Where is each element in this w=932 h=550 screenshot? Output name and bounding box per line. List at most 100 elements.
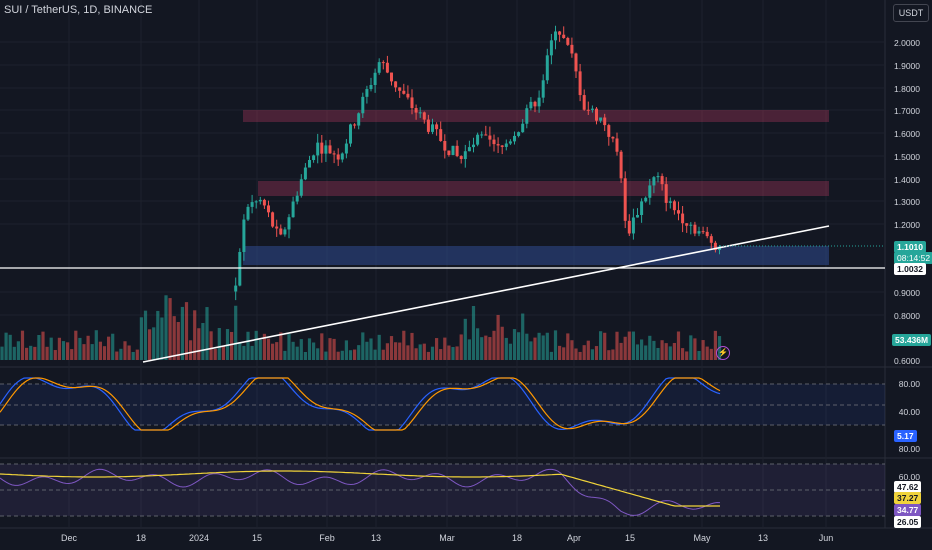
volume-bar (373, 349, 377, 360)
price-axis-label: 0.6000 (894, 356, 920, 366)
volume-bar (143, 310, 148, 360)
candle-body (455, 145, 459, 157)
time-axis-label: May (693, 533, 711, 543)
volume-bar (693, 338, 697, 360)
candle-body (607, 125, 611, 137)
volume-bar (180, 306, 184, 360)
volume-bar (410, 332, 414, 360)
volume-bar (525, 333, 529, 360)
price-axis-label: 1.8000 (894, 84, 920, 94)
candle-body (500, 145, 504, 147)
volume-bar (111, 333, 115, 360)
candle-body (381, 62, 385, 64)
rsi-axis-label: 80.00 (898, 444, 920, 454)
candle-body (603, 117, 607, 126)
candle-body (418, 112, 422, 114)
volume-bar (217, 328, 221, 360)
symbol-title[interactable]: SUI / TetherUS, 1D, BINANCE (4, 4, 153, 16)
volume-bar (607, 350, 611, 360)
volume-bar (635, 344, 640, 360)
volume-bar (398, 342, 402, 360)
volume-bar (471, 305, 476, 360)
resistance-zone (258, 181, 829, 196)
candle-body (619, 151, 623, 179)
volume-bar (430, 346, 435, 360)
stoch-d-line (0, 377, 721, 431)
stoch-axis-label: 40.00 (898, 407, 920, 417)
time-axis-label: Apr (566, 533, 582, 543)
volume-bar (41, 331, 45, 360)
candle-body (545, 55, 549, 81)
volume-bar (668, 346, 672, 360)
candle-body (234, 285, 238, 292)
time-axis-label: 18 (511, 533, 523, 543)
currency-button[interactable]: USDT (893, 4, 929, 22)
volume-bar (484, 335, 488, 360)
volume-bar (307, 338, 312, 360)
time-axis-label: 2024 (188, 533, 210, 543)
candle-body (426, 119, 430, 132)
price-axis-label: 1.4000 (894, 175, 920, 185)
volume-bar (426, 351, 430, 360)
volume-bar (697, 350, 701, 360)
volume-bar (521, 313, 525, 360)
rsi-value-tag: 34.77 (894, 504, 922, 516)
candle-body (504, 143, 508, 147)
rsi-value-tag: 47.62 (894, 481, 922, 493)
candle-body (529, 101, 533, 109)
volume-bar (439, 349, 443, 360)
volume-bar (586, 340, 590, 360)
volume-bar (578, 351, 582, 360)
candle-body (640, 201, 644, 216)
volume-bar (500, 326, 504, 360)
volume-bar (590, 349, 594, 360)
candle-body (398, 87, 402, 91)
volume-bar (66, 342, 70, 360)
candle-body (566, 37, 570, 45)
candle-body (508, 141, 512, 144)
candle-body (316, 142, 320, 156)
volume-bar (271, 343, 275, 360)
stoch-k-line (0, 377, 721, 431)
candle-body (299, 179, 303, 196)
candle-body (615, 138, 619, 152)
volume-bar (246, 331, 250, 360)
volume-bar (291, 341, 295, 360)
candle-body (517, 132, 521, 136)
candle-body (291, 201, 295, 218)
candle-body (492, 139, 496, 145)
volume-bar (250, 345, 254, 360)
volume-bar (394, 342, 398, 360)
volume-bar (476, 328, 480, 360)
candle-body (262, 199, 266, 206)
volume-bar (631, 331, 635, 360)
lightning-icon[interactable]: ⚡ (716, 346, 730, 360)
volume-bar (123, 341, 127, 360)
candle-body (709, 236, 713, 243)
volume-bar (102, 346, 107, 360)
volume-bar (402, 330, 406, 360)
volume-tag: 53.436M (892, 334, 932, 346)
candle-body (271, 212, 275, 227)
volume-bar (541, 335, 545, 360)
volume-bar (406, 345, 410, 360)
candle-body (513, 135, 516, 142)
candle-body (685, 223, 689, 226)
volume-bar (119, 348, 123, 360)
volume-bar (529, 341, 533, 360)
volume-bar (279, 332, 283, 360)
trend-line (142, 225, 830, 363)
candle-body (283, 229, 287, 235)
candle-body (693, 224, 697, 234)
rsi-ma-line (0, 470, 720, 507)
volume-bar (676, 331, 681, 360)
time-axis-label: Mar (439, 533, 455, 543)
rsi-line (0, 468, 721, 516)
volume-bar (644, 345, 648, 360)
volume-bar (443, 337, 447, 360)
volume-bar (8, 334, 12, 360)
volume-bar (709, 348, 713, 360)
volume-bar (599, 331, 603, 360)
candle-body (599, 117, 603, 121)
